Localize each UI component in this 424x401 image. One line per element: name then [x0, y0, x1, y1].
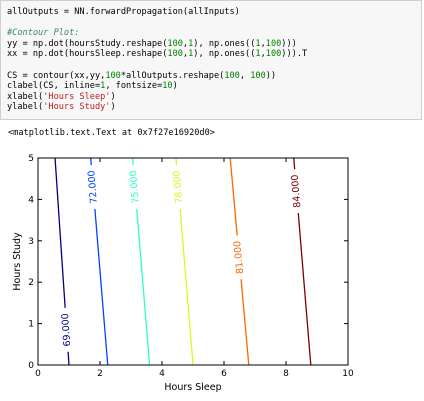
code-line: allOutputs = NN.forwardPropagation(allIn… [7, 7, 240, 17]
code-line: ylabel('Hours Study') [7, 102, 116, 113]
contour-line [240, 279, 250, 366]
y-tick-label: 1 [28, 320, 34, 330]
contour-label: 78.000 [171, 170, 185, 204]
x-tick-label: 8 [283, 369, 289, 379]
contour-line [94, 208, 109, 366]
y-tick-label: 3 [28, 237, 34, 247]
contour-line [136, 208, 151, 366]
contour-level: 81.000 [229, 157, 250, 366]
code-line: yy = np.dot(hoursStudy.reshape(100,1), n… [7, 38, 297, 49]
code-editor[interactable]: allOutputs = NN.forwardPropagation(allIn… [7, 7, 415, 113]
x-tick-label: 2 [97, 369, 103, 379]
y-tick-label: 4 [28, 195, 34, 205]
contour-label: 84.000 [290, 174, 304, 208]
contour-line [131, 157, 134, 166]
y-axis-label: Hours Study [12, 232, 23, 291]
code-line: xx = np.dot(hoursSleep.reshape(100,1), n… [7, 49, 308, 60]
contour-level: 84.000 [290, 157, 312, 366]
contour-label: 72.000 [86, 170, 100, 204]
code-line: clabel(CS, inline=1, fontsize=10) [7, 81, 178, 92]
x-tick-label: 6 [221, 369, 227, 379]
y-tick-label: 0 [28, 361, 34, 371]
contour-label: 81.000 [232, 240, 246, 274]
plot-frame [37, 157, 349, 366]
x-tick-label: 10 [342, 369, 354, 379]
contour-lines: 69.000 72.000 75.000 78.000 81.000 84.000 [54, 157, 312, 366]
contour-level: 72.000 [86, 157, 109, 366]
contour-line [179, 208, 194, 366]
contour-line [175, 157, 178, 166]
contour-plot: 0 2 4 6 8 10 0 1 2 3 4 5 69.000 72.000 75.000 78.000 81… [12, 154, 354, 393]
x-axis-label: Hours Sleep [164, 382, 221, 393]
code-cell[interactable]: allOutputs = NN.forwardPropagation(allIn… [0, 0, 422, 120]
contour-line [293, 157, 296, 170]
contour-line [90, 157, 92, 166]
contour-line [229, 157, 238, 236]
contour-level: 78.000 [171, 157, 194, 366]
contour-label: 69.000 [60, 313, 73, 347]
contour-line [297, 212, 312, 366]
code-line: CS = contour(xx,yy,100*allOutputs.reshap… [7, 70, 277, 81]
x-tick-label: 4 [159, 369, 165, 379]
code-comment: #Contour Plot: [7, 28, 80, 39]
y-tick-label: 5 [28, 154, 34, 164]
contour-level: 75.000 [128, 157, 151, 366]
code-line: xlabel('Hours Sleep') [7, 91, 116, 102]
y-tick-label: 2 [28, 278, 34, 288]
x-tick-label: 0 [35, 369, 41, 379]
contour-line [67, 351, 70, 366]
contour-level: 69.000 [54, 157, 73, 366]
cell-output-text: <matplotlib.text.Text at 0x7f27e16920d0> [8, 128, 215, 138]
contour-line [54, 157, 66, 308]
contour-label: 75.000 [128, 170, 142, 204]
